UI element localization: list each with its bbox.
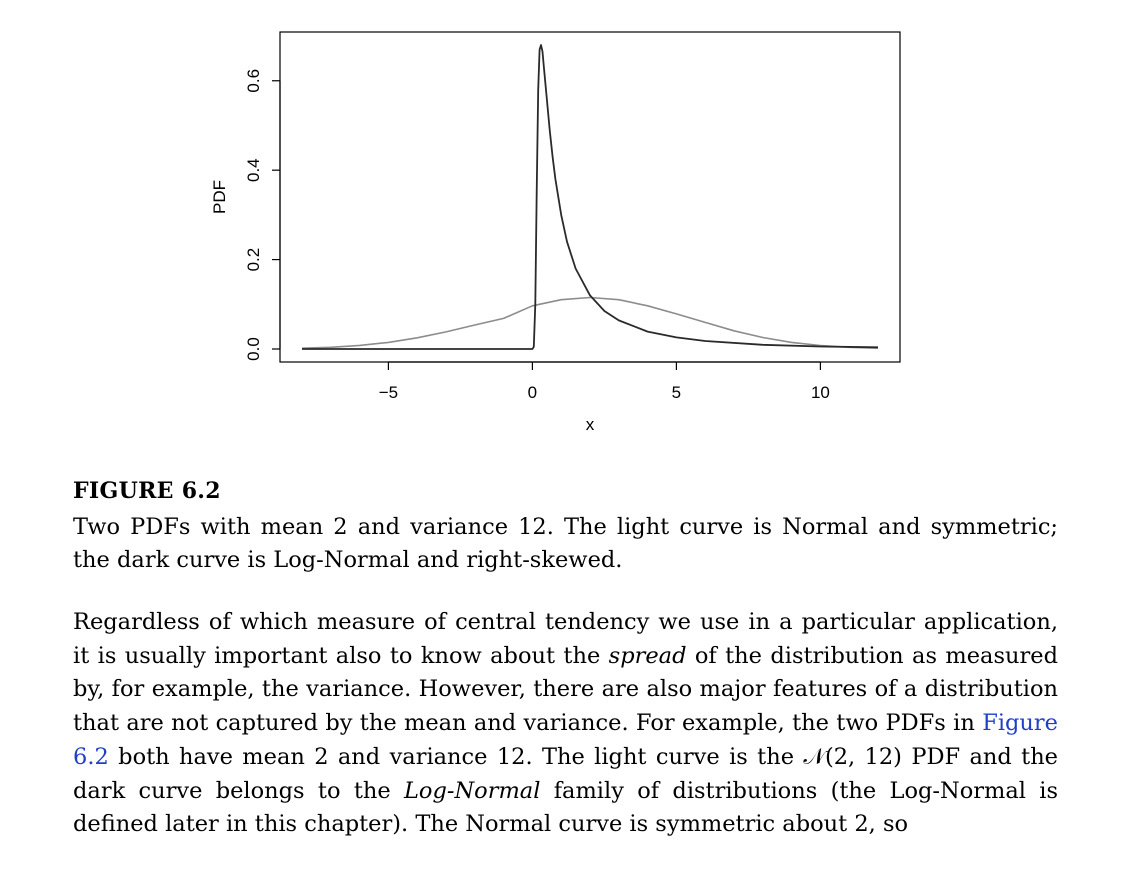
x-tick-label: 5 [672, 383, 681, 402]
figure-reference-link[interactable]: Figure 6.2 [73, 710, 1058, 770]
figure-caption-text: Two PDFs with mean 2 and variance 12. Th… [73, 514, 1058, 573]
y-tick-label: 0.6 [244, 69, 263, 93]
dark-curve [302, 44, 879, 350]
x-tick-label: −5 [379, 383, 398, 402]
series-group [301, 44, 879, 350]
figure-caption-label: FIGURE 6.2 [73, 478, 221, 504]
y-tick-label: 0.4 [244, 158, 263, 182]
lognormal-term: Log-Normal [403, 777, 541, 804]
y-tick-label: 0.0 [244, 337, 263, 361]
pdf-chart: −5 0 5 10 0.0 0.2 0.4 0.6 x PDF [210, 31, 901, 434]
y-tick-label: 0.2 [244, 248, 263, 272]
figure-6-2: −5 0 5 10 0.0 0.2 0.4 0.6 x PDF [210, 31, 901, 434]
body-paragraph: Regardless of which measure of central t… [73, 606, 1058, 842]
body-text-part-3: both have mean 2 and variance 12. The li… [73, 743, 1058, 804]
x-axis-label: x [586, 415, 595, 434]
axes: −5 0 5 10 0.0 0.2 0.4 0.6 [244, 69, 830, 402]
y-axis-label: PDF [210, 180, 229, 214]
x-tick-label: 10 [811, 383, 830, 402]
light-curve [301, 296, 879, 349]
body-text-part-2: of the distribution as measured by, for … [73, 642, 1058, 737]
body-text-part-4: family of distributions (the Log-Normal … [73, 777, 1058, 838]
spread-term: spread [608, 642, 687, 669]
plot-frame [279, 31, 901, 363]
body-text-part-1: Regardless of which measure of central t… [73, 609, 1058, 669]
x-tick-label: 0 [528, 383, 537, 402]
